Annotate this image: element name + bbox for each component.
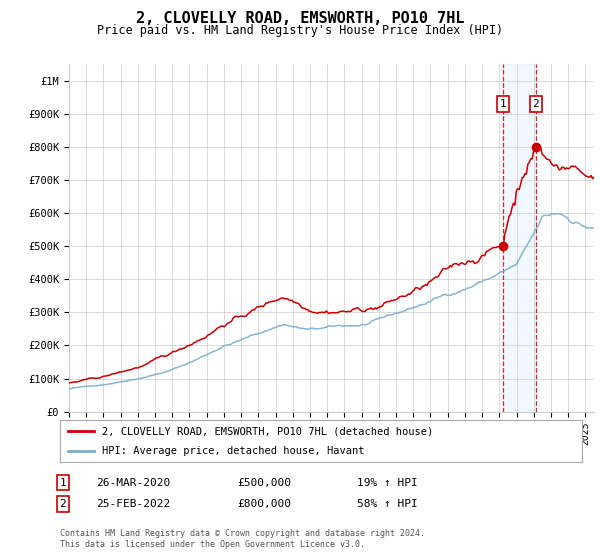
Text: 2: 2 — [59, 499, 67, 509]
Bar — [503, 64, 536, 412]
Text: 2, CLOVELLY ROAD, EMSWORTH, PO10 7HL (detached house): 2, CLOVELLY ROAD, EMSWORTH, PO10 7HL (de… — [102, 426, 433, 436]
Text: 2: 2 — [533, 99, 539, 109]
Text: 25-FEB-2022: 25-FEB-2022 — [96, 499, 170, 509]
Text: 1: 1 — [500, 99, 506, 109]
Text: £800,000: £800,000 — [237, 499, 291, 509]
Text: Price paid vs. HM Land Registry's House Price Index (HPI): Price paid vs. HM Land Registry's House … — [97, 24, 503, 37]
Text: HPI: Average price, detached house, Havant: HPI: Average price, detached house, Hava… — [102, 446, 364, 456]
Text: 2, CLOVELLY ROAD, EMSWORTH, PO10 7HL: 2, CLOVELLY ROAD, EMSWORTH, PO10 7HL — [136, 11, 464, 26]
Text: 1: 1 — [59, 478, 67, 488]
Text: £500,000: £500,000 — [237, 478, 291, 488]
Text: 19% ↑ HPI: 19% ↑ HPI — [357, 478, 418, 488]
Text: 26-MAR-2020: 26-MAR-2020 — [96, 478, 170, 488]
Text: 58% ↑ HPI: 58% ↑ HPI — [357, 499, 418, 509]
Text: Contains HM Land Registry data © Crown copyright and database right 2024.
This d: Contains HM Land Registry data © Crown c… — [60, 529, 425, 549]
